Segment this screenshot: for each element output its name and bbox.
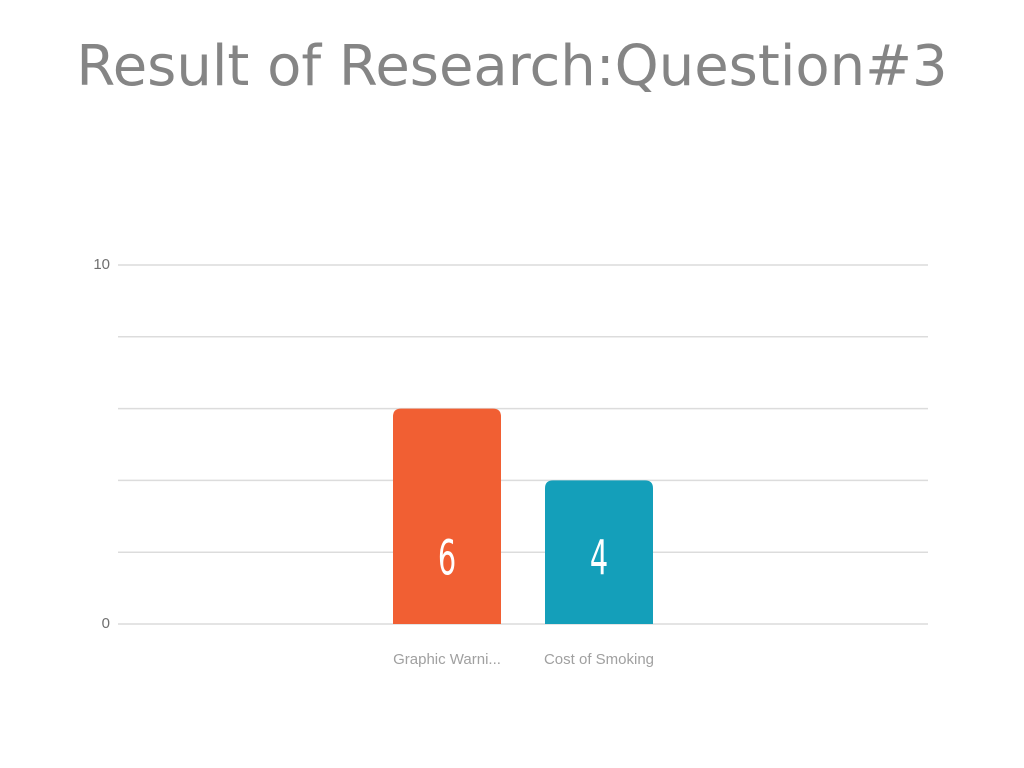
x-tick-label: Cost of Smoking	[544, 651, 654, 668]
value-label: 6	[438, 531, 456, 587]
y-tick-label: 10	[93, 256, 110, 273]
value-label: 4	[590, 531, 608, 587]
chart-title: Result of Research:Question#3	[76, 34, 947, 99]
y-tick-label: 0	[102, 615, 110, 632]
bar	[545, 480, 653, 624]
x-tick-label: Graphic Warni...	[393, 651, 501, 668]
bar	[393, 408, 501, 624]
